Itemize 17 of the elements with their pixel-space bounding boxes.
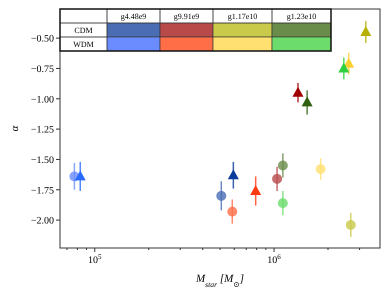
- annotation: g1.17e10: [228, 12, 258, 21]
- y-tick-label: −2.00: [30, 216, 54, 227]
- y-tick-label: −1.75: [30, 185, 54, 196]
- annotation: g9.91e9: [174, 12, 200, 21]
- annotation: g1.23e10: [286, 12, 316, 21]
- annotation: CDM: [74, 26, 93, 35]
- x-tick-label: 10$^{5}$: [88, 253, 102, 266]
- x-axis-title: M$_{star}$ [M$_{⊙}$]: [194, 273, 244, 288]
- x-tick-label: 10$^{6}$: [267, 253, 282, 266]
- y-axis-title: α: [9, 125, 21, 132]
- y-tick-label: −1.00: [30, 94, 54, 106]
- y-tick-label: −1.50: [30, 154, 54, 166]
- y-tick-label: −0.50: [30, 34, 54, 45]
- y-tick-label: −1.25: [30, 124, 54, 136]
- y-tick-label: −0.75: [30, 64, 54, 75]
- annotation: WDM: [73, 40, 94, 49]
- annotation: g4.48e9: [120, 12, 146, 21]
